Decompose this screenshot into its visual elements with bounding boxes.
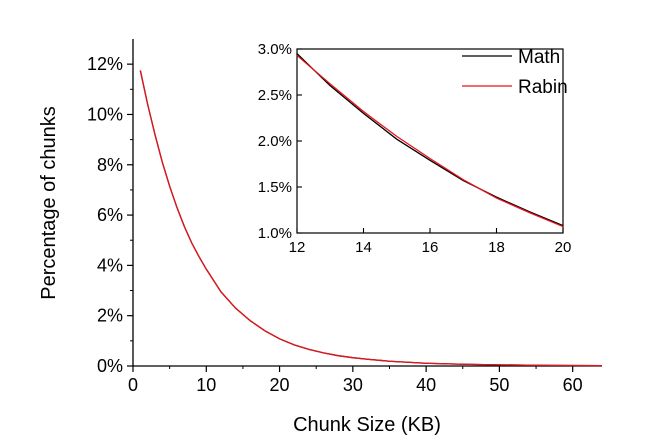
inset-y-tick-label: 1.5%: [258, 179, 292, 196]
main-series-rabin-line: [139, 70, 603, 367]
main-y-tick-label: 6%: [97, 205, 123, 225]
inset-y-tick-label: 1.0%: [258, 225, 292, 242]
inset-x-tick-label: 16: [422, 239, 439, 256]
inset-x-tick-label: 18: [488, 239, 505, 256]
inset-y-tick-label: 2.5%: [258, 87, 292, 104]
inset-series-math-line: [296, 53, 564, 227]
main-x-tick-label: 20: [270, 375, 290, 395]
main-x-tick-label: 0: [128, 375, 138, 395]
main-y-tick-label: 2%: [97, 306, 123, 326]
inset-y-tick-label: 3.0%: [258, 41, 292, 58]
inset-plot: 1.0% 1.5% 2.0% 2.5% 3.0% 12 14 16 18 20 Math Rab…: [258, 41, 572, 256]
legend-math-label: Math: [518, 47, 560, 68]
main-y-tick-label: 10%: [87, 104, 123, 124]
main-x-tick-label: 10: [196, 375, 216, 395]
main-x-tick-label: 60: [563, 375, 583, 395]
main-y-tick-label: 12%: [87, 54, 123, 74]
main-y-tick-label: 0%: [97, 356, 123, 376]
inset-y-ticks: 1.0% 1.5% 2.0% 2.5% 3.0%: [258, 41, 302, 242]
legend-rabin-label: Rabin: [518, 77, 568, 98]
main-x-tick-label: 50: [489, 375, 509, 395]
inset-x-tick-label: 14: [355, 239, 372, 256]
main-x-axis-title: Chunk Size (KB): [293, 414, 441, 436]
inset-x-tick-label: 20: [555, 239, 572, 256]
inset-series: [296, 53, 564, 228]
main-x-tick-label: 40: [416, 375, 436, 395]
legend: Math Rabin: [462, 47, 568, 98]
inset-x-ticks: 12 14 16 18 20: [289, 228, 572, 256]
main-y-ticks: 0% 2% 4% 6% 8% 10% 12%: [87, 54, 133, 376]
inset-x-tick-label: 12: [289, 239, 306, 256]
main-y-axis-title: Percentage of chunks: [38, 106, 60, 299]
main-y-tick-label: 4%: [97, 255, 123, 275]
inset-series-rabin-line: [296, 54, 564, 228]
inset-frame: [296, 48, 564, 234]
main-x-ticks: 0 10 20 30 40 50 60: [128, 366, 583, 395]
main-plot: 0% 2% 4% 6% 8% 10% 12% 0 10 20 30 40 50 60 Chunk Siz…: [38, 39, 603, 436]
main-y-tick-label: 8%: [97, 155, 123, 175]
main-series: [139, 70, 603, 367]
main-x-tick-label: 30: [343, 375, 363, 395]
inset-y-tick-label: 2.0%: [258, 133, 292, 150]
